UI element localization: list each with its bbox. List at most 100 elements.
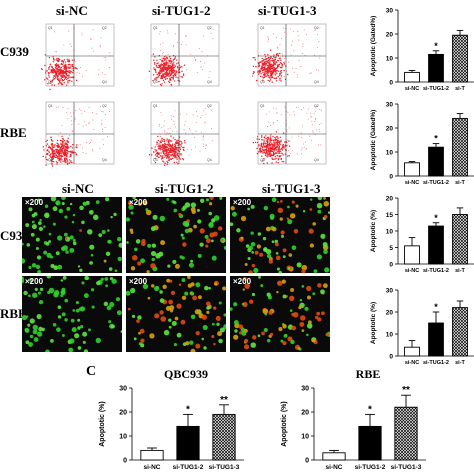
bar <box>428 322 444 357</box>
x-tick-label: si-TUG1-2 <box>173 464 204 471</box>
flow-plot: Q1 Q2 Q3 Q4 <box>148 23 220 87</box>
magnification-label: ×200 <box>233 277 252 286</box>
fluorescence-image: ×200 <box>22 276 122 352</box>
significance-marker: ** <box>220 395 228 406</box>
y-tick-label: 5 <box>389 245 393 252</box>
y-tick-label: 20 <box>386 126 394 133</box>
x-tick-label: si-NC <box>405 86 419 92</box>
bar <box>176 425 200 461</box>
bar <box>140 449 164 461</box>
x-tick-label: si-TUG1-2 <box>423 268 449 274</box>
x-tick-label: si-TUG1-2 <box>423 360 449 366</box>
x-tick-label: si-TUG1-2 <box>423 86 449 92</box>
x-tick-label: si-NC <box>405 180 419 186</box>
quadrant-label: Q4 <box>102 80 107 84</box>
y-tick-label: 0 <box>123 458 127 465</box>
quadrant-label: Q2 <box>207 26 212 30</box>
cell-field <box>230 197 330 273</box>
bar <box>428 53 444 83</box>
x-tick-label: si-NC <box>144 464 161 471</box>
significance-marker: * <box>368 404 372 415</box>
significance-marker: * <box>434 41 438 51</box>
flow-col-label-1: si-NC <box>56 3 88 18</box>
bar-chart: Apoptotic (%) 0 10 20 30 si-NC * si-TUG1-2 si-T <box>370 288 474 366</box>
magnification-label: ×200 <box>233 198 252 207</box>
flow-col-label-2: si-TUG1-2 <box>152 3 211 18</box>
significance-marker: ** <box>402 385 410 396</box>
cell-dots <box>252 27 321 83</box>
quadrant-label: Q4 <box>314 80 319 84</box>
panel-c-label: C <box>86 364 97 379</box>
quadrant-label: Q3 <box>153 158 158 162</box>
y-tick-label: 10 <box>386 150 394 157</box>
cell-dots <box>40 28 111 91</box>
flow-col-label-3: si-TUG1-3 <box>258 3 317 18</box>
x-tick-label: si-NC <box>326 464 343 471</box>
bar <box>404 162 420 177</box>
micro-col-label-3: si-TUG1-3 <box>262 181 321 196</box>
bar <box>404 346 420 357</box>
quadrant-label: Q1 <box>260 26 265 30</box>
cell-field <box>126 197 226 273</box>
y-axis-label: Apoptotic (%) <box>281 401 288 447</box>
quadrant-label: Q1 <box>153 26 158 30</box>
y-axis-label: Apoptotic (%) <box>370 302 377 344</box>
y-tick-label: 0 <box>389 174 393 181</box>
significance-marker: * <box>434 213 438 223</box>
y-tick-label: 0 <box>389 80 393 87</box>
magnification-label: ×200 <box>25 198 44 207</box>
fluorescence-image: ×200 <box>22 197 122 273</box>
y-tick-label: 30 <box>119 386 127 393</box>
y-axis-label: Apoptotic (Gated%) <box>370 110 377 171</box>
y-tick-label: 20 <box>386 196 394 203</box>
significance-marker: * <box>434 302 438 312</box>
quadrant-label: Q4 <box>207 80 212 84</box>
bar <box>428 225 444 265</box>
flow-row-label-2: RBE <box>0 125 27 140</box>
cell-dots <box>42 105 111 167</box>
y-axis-label: Apoptotic (%) <box>370 210 377 252</box>
x-tick-label: si-T <box>455 86 465 92</box>
y-tick-label: 10 <box>386 332 394 339</box>
y-tick-label: 10 <box>386 56 394 63</box>
quadrant-label: Q4 <box>207 158 212 162</box>
bar-chart: QBC939 Apoptotic (%) 0 10 20 30 si-NC * si-TUG1-… <box>99 368 244 471</box>
micro-row-label-2: RBE <box>0 306 27 321</box>
bar <box>452 214 468 265</box>
quadrant-label: Q1 <box>153 104 158 108</box>
micro-col-label-1: si-NC <box>62 181 94 196</box>
quadrant-label: Q1 <box>260 104 265 108</box>
bar <box>358 425 382 461</box>
bar <box>428 146 444 177</box>
flow-plot: Q1 Q2 Q3 Q4 <box>148 101 220 167</box>
cell-dots <box>148 108 213 167</box>
y-axis-label: Apoptotic (%) <box>99 401 106 447</box>
quadrant-label: Q1 <box>48 104 53 108</box>
chart-title: QBC939 <box>164 368 208 381</box>
bar <box>452 307 468 357</box>
quadrant-label: Q2 <box>102 26 107 30</box>
quadrant-label: Q2 <box>207 104 212 108</box>
bar-chart: Apoptotic (Gated%) 0 10 20 30 si-NC * si-TUG1-2… <box>370 102 474 186</box>
quadrant-label: Q3 <box>48 158 53 162</box>
x-tick-label: si-NC <box>405 360 419 366</box>
bar <box>212 413 236 461</box>
flow-plot: Q1 Q2 Q3 Q4 <box>252 101 327 165</box>
y-tick-label: 20 <box>301 410 309 417</box>
x-tick-label: si-TUG1-3 <box>209 464 240 471</box>
y-tick-label: 10 <box>301 434 309 441</box>
fluorescence-image: ×200 <box>126 276 226 352</box>
chart-title: RBE <box>356 368 381 381</box>
y-tick-label: 0 <box>305 458 309 465</box>
x-tick-label: si-NC <box>405 268 419 274</box>
bar <box>452 117 468 177</box>
y-tick-label: 20 <box>119 410 127 417</box>
bar <box>404 245 420 265</box>
plot-frame <box>45 101 115 165</box>
y-tick-label: 15 <box>386 212 394 219</box>
fluorescence-image: ×200 <box>230 197 330 273</box>
x-tick-label: si-TUG1-2 <box>423 180 449 186</box>
bar <box>452 34 468 83</box>
flow-row-label-1: C939 <box>0 44 29 59</box>
micro-col-label-2: si-TUG1-2 <box>155 181 214 196</box>
